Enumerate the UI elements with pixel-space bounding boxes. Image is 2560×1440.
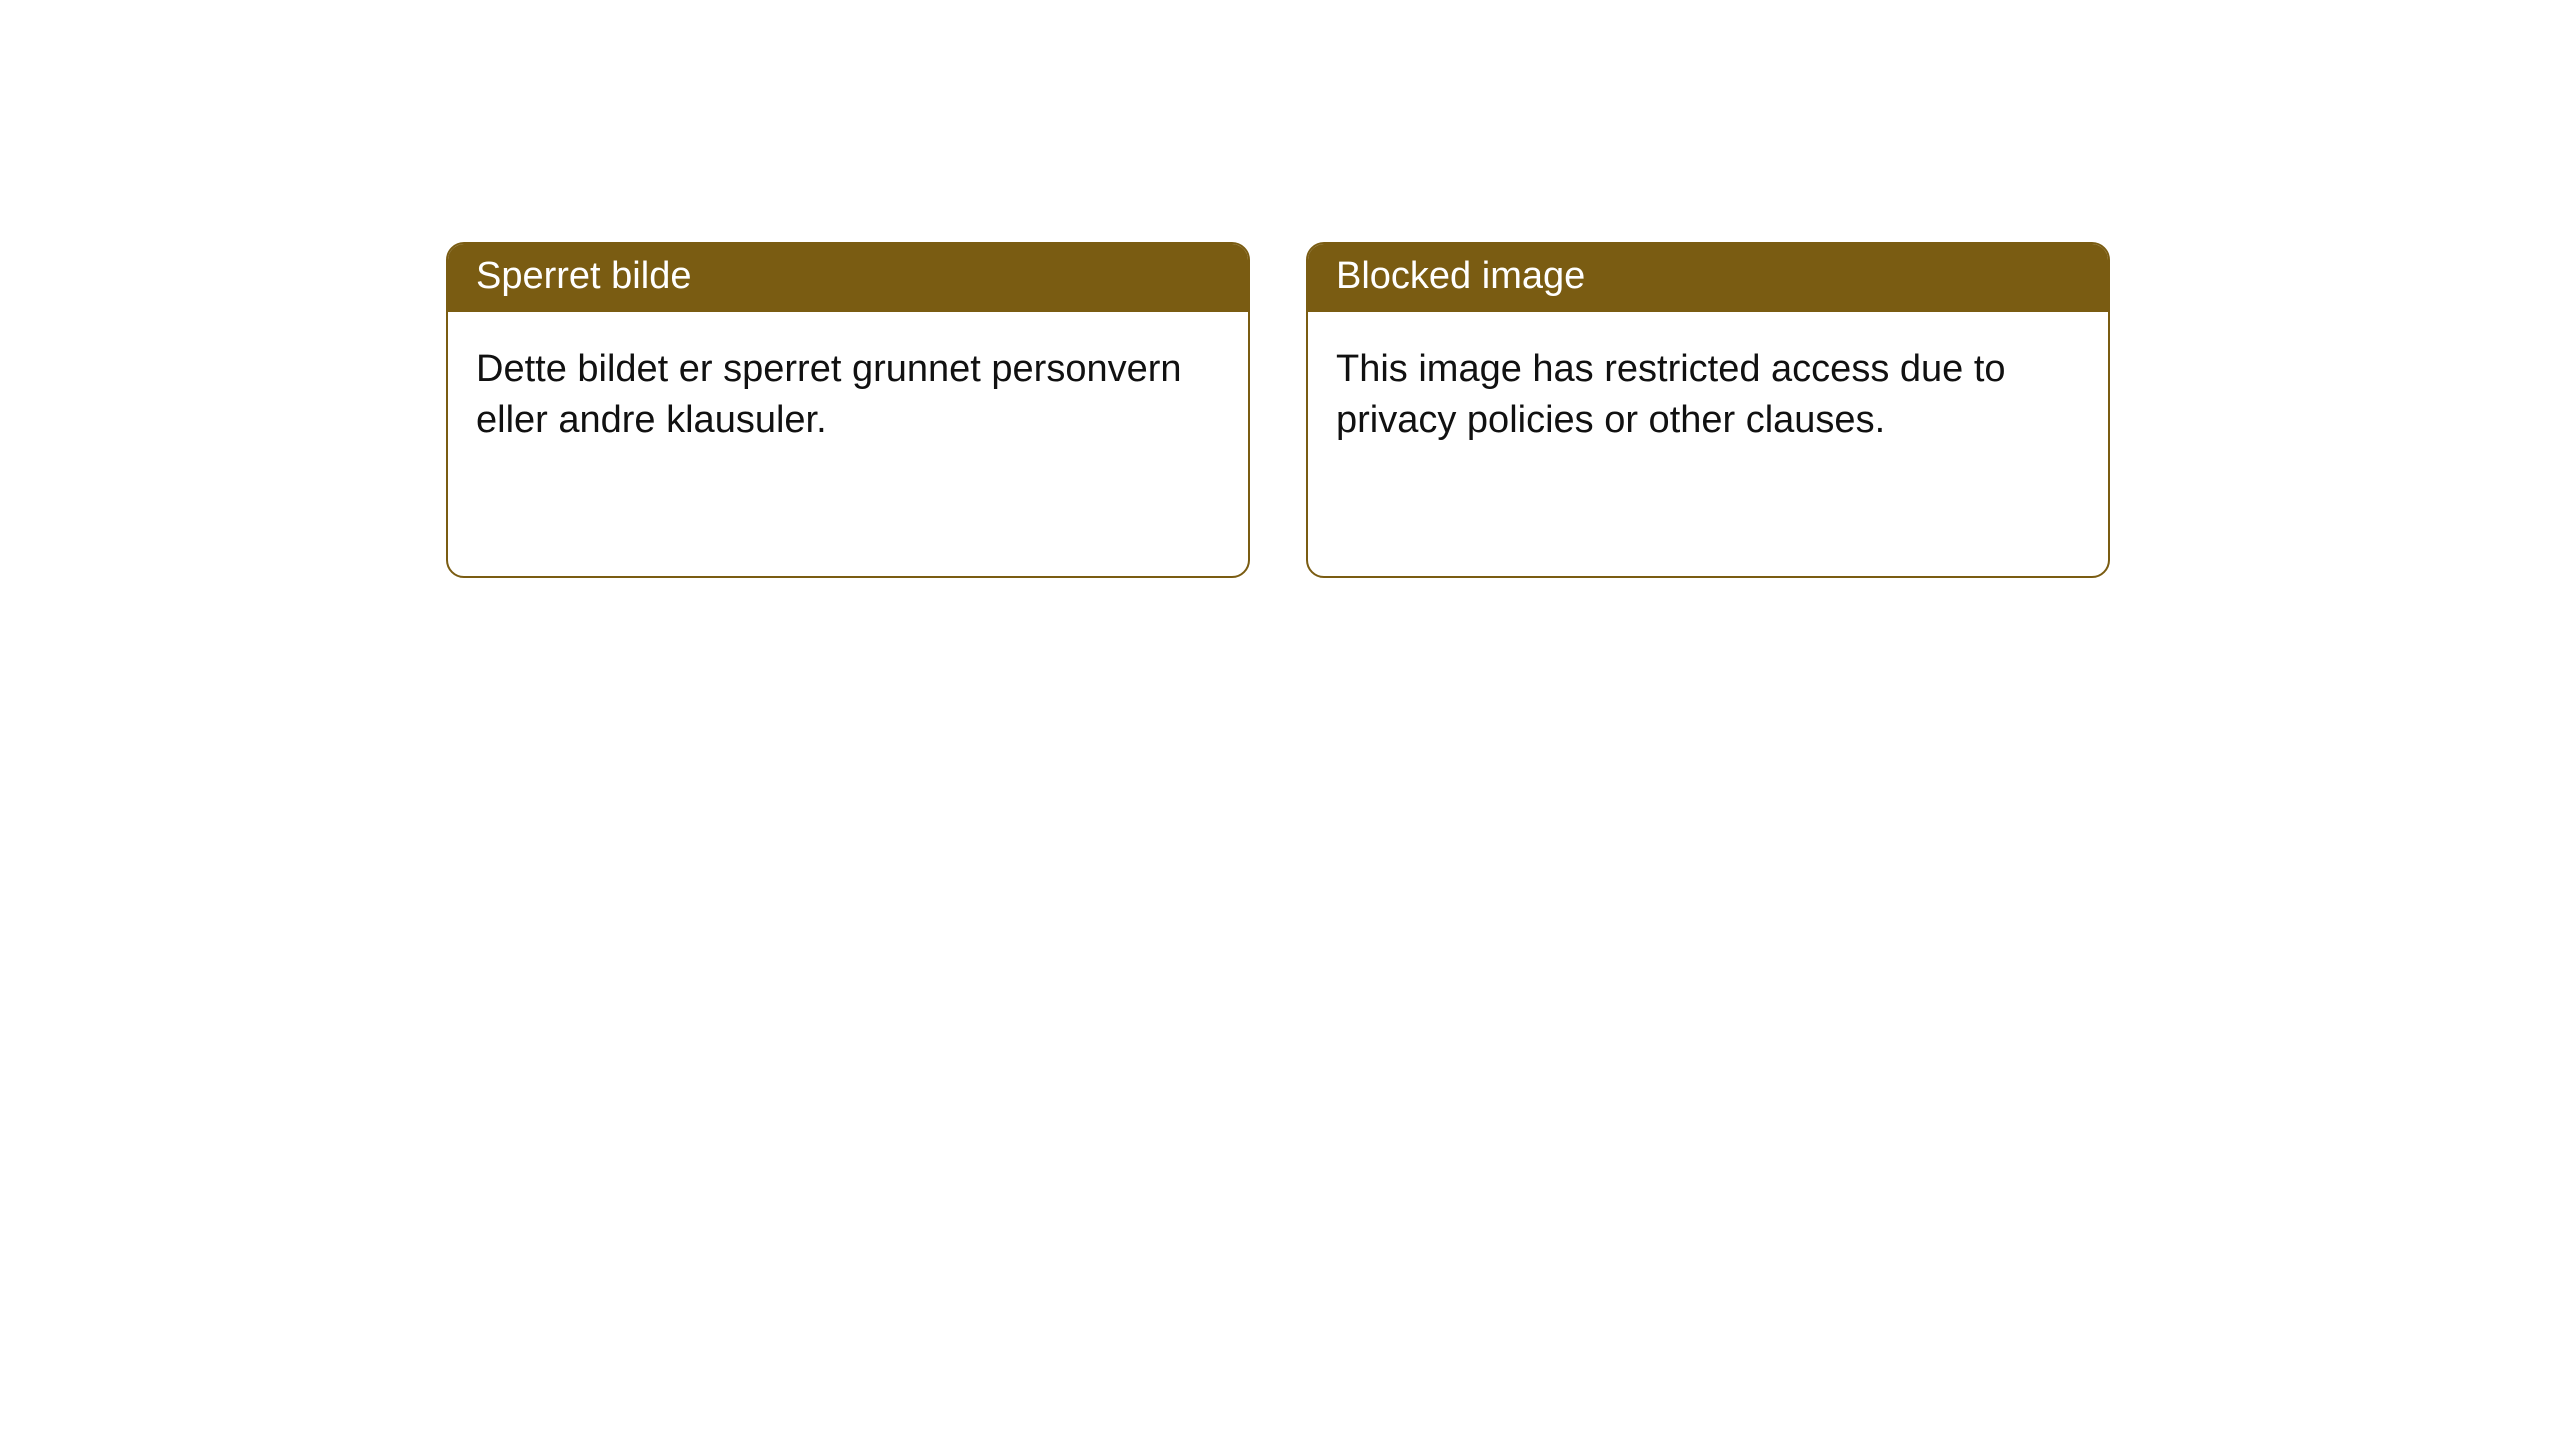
notice-card-container: Sperret bilde Dette bildet er sperret gr…	[446, 242, 2110, 578]
notice-card-body: This image has restricted access due to …	[1308, 312, 2108, 479]
notice-card-body: Dette bildet er sperret grunnet personve…	[448, 312, 1248, 479]
notice-card-english: Blocked image This image has restricted …	[1306, 242, 2110, 578]
notice-card-title: Sperret bilde	[448, 244, 1248, 312]
notice-card-title: Blocked image	[1308, 244, 2108, 312]
notice-card-norwegian: Sperret bilde Dette bildet er sperret gr…	[446, 242, 1250, 578]
